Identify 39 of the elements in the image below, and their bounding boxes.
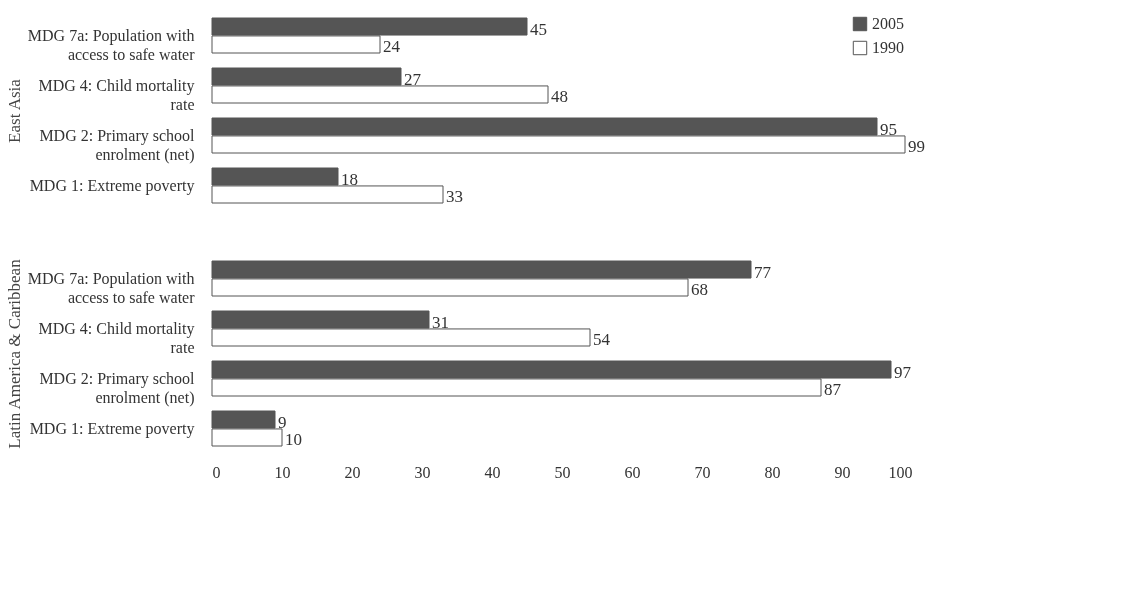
x-tick-label: 20: [344, 463, 361, 481]
x-tick-label: 30: [414, 463, 431, 481]
data-label: 77: [754, 262, 772, 282]
data-label: 10: [285, 430, 302, 450]
data-label: 33: [446, 187, 463, 207]
data-label: 24: [383, 37, 401, 57]
data-label: 87: [824, 380, 842, 400]
data-label: 99: [908, 137, 925, 157]
data-label: 45: [530, 19, 547, 39]
x-tick-label: 40: [484, 463, 501, 481]
x-tick-label: 90: [834, 463, 851, 481]
y-axis-title: Latin America & Caribbean: [4, 258, 24, 449]
x-tick-label: 60: [624, 463, 641, 481]
data-label: 18: [341, 169, 358, 189]
data-label: 68: [691, 280, 708, 300]
y-tick-label: MDG 4: Child mortality rate: [38, 319, 195, 356]
data-label: 97: [894, 362, 912, 382]
data-label: 31: [432, 312, 449, 332]
data-label: 27: [404, 69, 422, 89]
x-tick-label: 10: [274, 463, 291, 481]
y-tick-label: MDG 7a: Population with access to safe water: [27, 269, 196, 306]
x-tick-label: 80: [764, 463, 781, 481]
x-tick-label: 0: [212, 463, 221, 481]
data-label: 9: [278, 412, 287, 432]
y-tick-label: MDG 2: Primary school enrolment (net): [39, 126, 196, 164]
legend-label: 2005: [872, 15, 904, 32]
x-tick-label: 100: [888, 463, 913, 481]
y-tick-label: MDG 4: Child mortality rate: [38, 76, 195, 113]
y-tick-label: MDG 7a: Population with access to safe water: [27, 26, 196, 63]
data-label: 48: [551, 87, 568, 107]
x-tick-label: 50: [554, 463, 571, 481]
x-tick-label: 70: [694, 463, 711, 481]
y-tick-label: MDG 1: Extreme poverty: [29, 176, 195, 195]
data-label: 54: [593, 330, 611, 350]
y-tick-label: MDG 1: Extreme poverty: [29, 419, 195, 438]
data-label: 95: [880, 119, 897, 139]
legend-label: 1990: [872, 39, 904, 56]
y-tick-label: MDG 2: Primary school enrolment (net): [39, 369, 196, 407]
y-axis-title: East Asia: [4, 78, 24, 143]
